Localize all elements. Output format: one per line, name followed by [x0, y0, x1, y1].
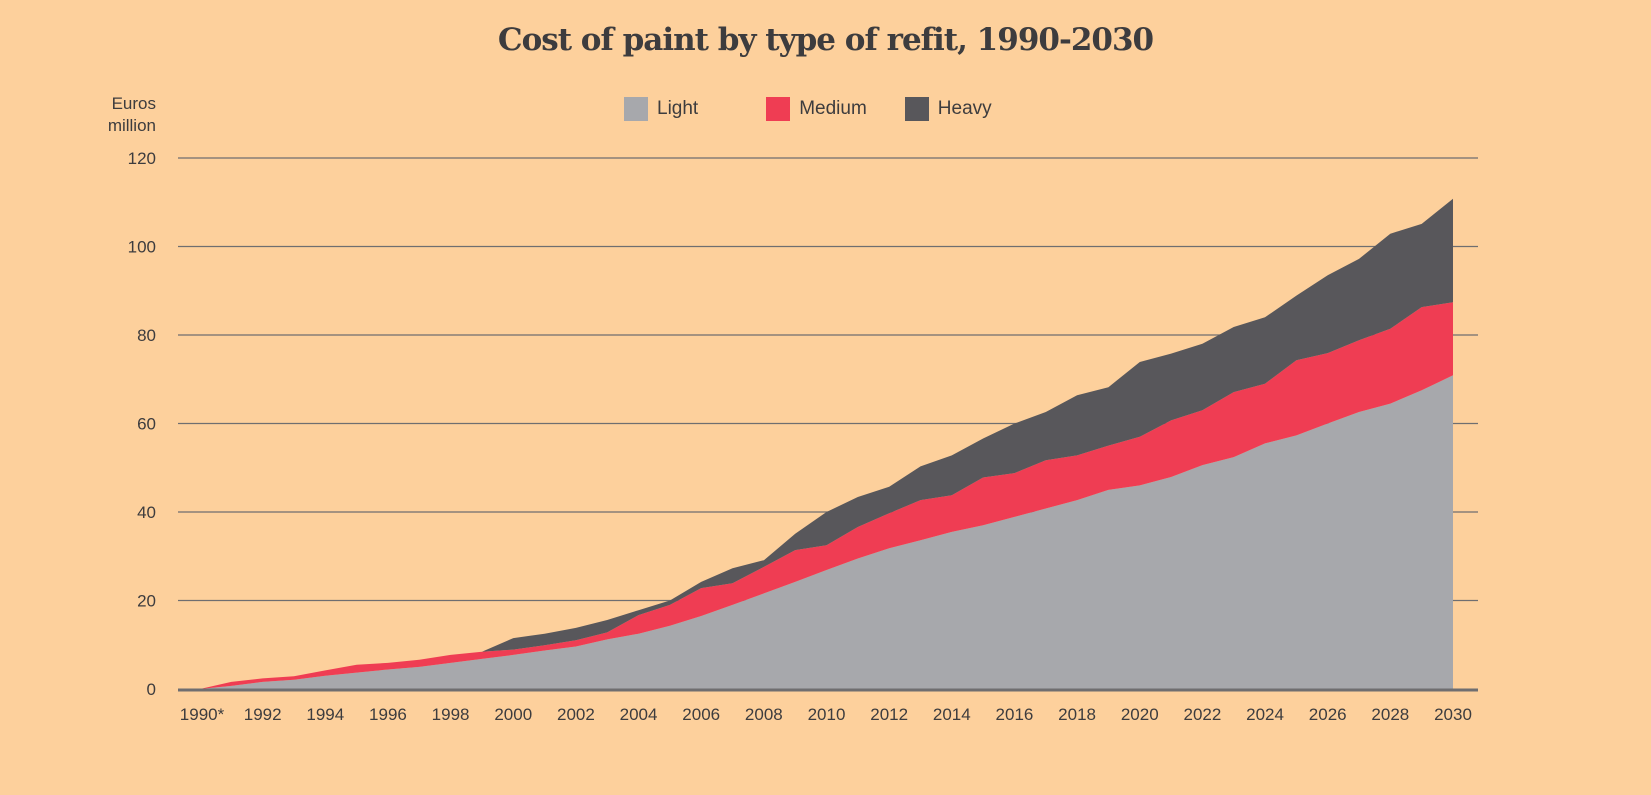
x-tick-label-2022: 2022	[1183, 705, 1221, 724]
legend-item-medium: Medium	[766, 97, 867, 121]
x-tick-label-1994: 1994	[306, 705, 344, 724]
legend-swatch-medium	[766, 97, 791, 121]
area-layers	[200, 198, 1453, 689]
x-tick-label-2026: 2026	[1309, 705, 1347, 724]
legend-swatch-heavy	[904, 97, 929, 121]
y-axis-unit-line1: Euros	[111, 94, 156, 113]
y-tick-labels: 0 20 40 60 80 100 120	[128, 149, 156, 699]
legend: Light Medium Heavy	[624, 97, 1030, 121]
y-tick-label-0: 0	[147, 680, 156, 699]
x-tick-label-2010: 2010	[808, 705, 846, 724]
y-tick-label-60: 60	[137, 415, 156, 434]
x-tick-label-2008: 2008	[745, 705, 783, 724]
x-tick-label-1990: 1990*	[180, 705, 225, 724]
y-tick-label-20: 20	[137, 592, 156, 611]
x-tick-label-2014: 2014	[933, 705, 971, 724]
x-tick-label-2030: 2030	[1434, 705, 1472, 724]
y-axis-unit-label: Euros million	[86, 93, 156, 137]
x-tick-label-2000: 2000	[494, 705, 532, 724]
legend-label-light: Light	[657, 98, 699, 119]
legend-swatch-light	[624, 97, 648, 121]
legend-label-heavy: Heavy	[937, 98, 992, 119]
y-tick-label-40: 40	[137, 503, 156, 522]
x-tick-label-2020: 2020	[1121, 705, 1159, 724]
y-axis-unit-line2: million	[107, 116, 156, 135]
x-tick-label-1992: 1992	[244, 705, 282, 724]
x-tick-label-2028: 2028	[1371, 705, 1409, 724]
chart-title: Cost of paint by type of refit, 1990-203…	[497, 22, 1154, 58]
x-tick-label-2016: 2016	[996, 705, 1034, 724]
x-tick-label-2018: 2018	[1058, 705, 1096, 724]
legend-item-light: Light	[624, 97, 698, 121]
x-tick-label-1996: 1996	[369, 705, 407, 724]
x-tick-label-2006: 2006	[682, 705, 720, 724]
x-tick-labels: 1990* 1992 1994 1996 1998 2000 2002 2004 2006 200…	[180, 705, 1472, 724]
y-tick-label-120: 120	[128, 149, 156, 168]
x-tick-label-2002: 2002	[557, 705, 595, 724]
y-tick-label-80: 80	[137, 326, 156, 345]
x-tick-label-2004: 2004	[620, 705, 658, 724]
legend-label-medium: Medium	[799, 98, 867, 119]
x-tick-label-1998: 1998	[432, 705, 470, 724]
x-tick-label-2012: 2012	[870, 705, 908, 724]
y-tick-label-100: 100	[128, 238, 156, 257]
area-light	[200, 375, 1453, 689]
x-tick-label-2024: 2024	[1246, 705, 1284, 724]
legend-item-heavy: Heavy	[904, 97, 992, 121]
